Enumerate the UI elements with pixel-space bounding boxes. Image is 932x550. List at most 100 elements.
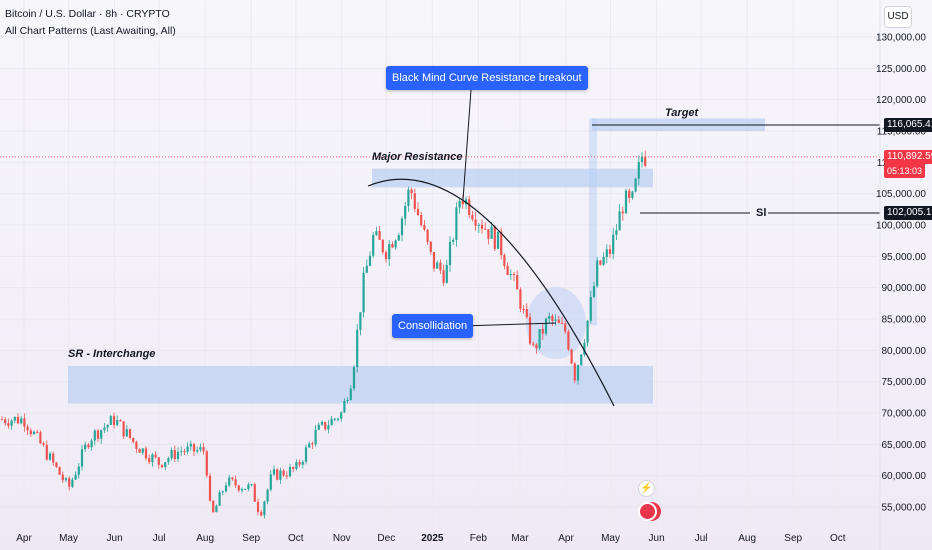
candle-body	[244, 488, 247, 490]
candle-body	[173, 449, 176, 459]
candle-body	[314, 429, 317, 445]
y-tick-label: 65,000.00	[882, 440, 927, 451]
candle-body	[474, 219, 477, 226]
candle-body	[0, 419, 4, 421]
candle-body	[148, 458, 151, 463]
candle-body	[496, 231, 500, 249]
candle-body	[68, 478, 71, 487]
sl-label: Sl	[756, 207, 767, 219]
us-flag-event-icon[interactable]	[638, 502, 657, 521]
x-tick-label: Sep	[784, 533, 802, 544]
candle-body	[93, 430, 96, 441]
x-tick-label: May	[59, 533, 78, 544]
candle-body	[285, 475, 288, 477]
x-tick-label: Feb	[470, 533, 488, 544]
candle-body	[352, 367, 356, 389]
candle-body	[397, 235, 400, 241]
candle-body	[266, 489, 269, 502]
candle-body	[554, 319, 557, 321]
candle-body	[551, 315, 554, 321]
candle-body	[557, 319, 560, 324]
countdown-label: 05:13:03	[884, 164, 926, 178]
candle-body	[461, 200, 464, 205]
x-tick-label: Aug	[738, 533, 756, 544]
candle-body	[432, 251, 436, 269]
candle-body	[250, 484, 253, 486]
candle-body	[407, 189, 410, 206]
candle-body	[391, 243, 394, 248]
candle-body	[628, 190, 631, 198]
candle-body	[125, 429, 128, 437]
consolidation-annotation: Consollidation	[392, 314, 474, 338]
candle-body	[538, 329, 541, 349]
candle-body	[212, 500, 215, 513]
candle-body	[592, 286, 596, 297]
sl-price-label: 102,005.15	[884, 206, 932, 220]
candle-body	[282, 470, 285, 476]
candle-body	[20, 418, 23, 424]
resistance-curve	[367, 178, 615, 407]
candle-body	[583, 342, 586, 355]
candle-body	[560, 323, 564, 325]
candle-body	[292, 467, 295, 469]
x-tick-label: Jul	[695, 533, 708, 544]
candle-body	[487, 229, 490, 239]
candle-body	[596, 260, 599, 287]
zones	[68, 118, 765, 404]
candle-body	[196, 449, 199, 452]
candle-body	[16, 416, 20, 424]
x-tick-label: Sep	[242, 533, 260, 544]
candle-body	[228, 477, 231, 486]
candle-body	[276, 469, 279, 480]
candle-body	[109, 416, 112, 425]
candle-body	[503, 255, 506, 266]
event-lightning-icon[interactable]: ⚡	[638, 480, 655, 497]
candle-body	[612, 234, 615, 254]
candle-body	[231, 477, 234, 480]
candle-body	[343, 400, 346, 413]
candle-body	[160, 464, 164, 468]
symbol-title: Bitcoin / U.S. Dollar · 8h · CRYPTO	[5, 8, 170, 20]
candle-body	[128, 429, 132, 438]
candle-body	[279, 470, 282, 480]
candle-body	[186, 446, 189, 452]
candle-body	[359, 312, 362, 330]
x-tick-label: Jul	[153, 533, 166, 544]
candle-body	[74, 474, 77, 480]
candle-body	[192, 443, 196, 452]
candle-body	[116, 420, 119, 425]
candle-body	[436, 262, 439, 269]
candle-body	[576, 365, 580, 381]
x-tick-label: Nov	[333, 533, 351, 544]
candle-body	[509, 274, 512, 276]
candle-body	[567, 331, 570, 350]
candle-body	[480, 224, 484, 229]
candle-body	[381, 239, 384, 253]
candle-body	[416, 208, 420, 216]
candle-body	[410, 189, 413, 194]
candle-body	[586, 320, 589, 343]
candle-body	[372, 234, 375, 256]
y-tick-label: 100,000.00	[876, 221, 926, 232]
candle-body	[176, 451, 180, 459]
currency-button[interactable]: USD	[884, 6, 912, 28]
y-tick-label: 105,000.00	[876, 189, 926, 200]
candle-body	[141, 448, 144, 453]
y-tick-label: 55,000.00	[882, 503, 927, 514]
candle-body	[506, 265, 509, 275]
major-resistance-zone	[372, 168, 653, 188]
candle-body	[39, 432, 42, 444]
candle-body	[135, 441, 138, 449]
candle-body	[4, 419, 7, 424]
candle-body	[356, 329, 359, 368]
candle-body	[272, 469, 276, 475]
candle-body	[519, 289, 522, 309]
x-tick-label: Aug	[196, 533, 214, 544]
y-tick-label: 120,000.00	[876, 95, 926, 106]
candle-body	[525, 308, 528, 318]
candle-body	[384, 252, 388, 260]
candle-body	[29, 430, 32, 435]
candle-body	[263, 501, 266, 516]
